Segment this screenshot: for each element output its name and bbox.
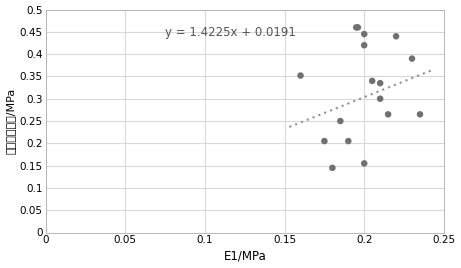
Point — [361, 32, 368, 36]
Point — [353, 25, 360, 29]
Point — [321, 139, 328, 143]
Point — [408, 57, 416, 61]
Text: y = 1.4225x + 0.0191: y = 1.4225x + 0.0191 — [165, 25, 296, 39]
Point — [368, 79, 376, 83]
Point — [416, 112, 424, 117]
Y-axis label: 实测扬氏模量/MPa: 实测扬氏模量/MPa — [6, 88, 16, 154]
Point — [345, 139, 352, 143]
Point — [337, 119, 344, 123]
Point — [329, 166, 336, 170]
Point — [377, 81, 384, 85]
Point — [361, 161, 368, 166]
Point — [384, 112, 392, 117]
Point — [392, 34, 400, 38]
Point — [297, 73, 304, 78]
X-axis label: E1/MPa: E1/MPa — [224, 250, 266, 262]
Point — [377, 96, 384, 101]
Point — [361, 43, 368, 47]
Point — [354, 25, 361, 29]
